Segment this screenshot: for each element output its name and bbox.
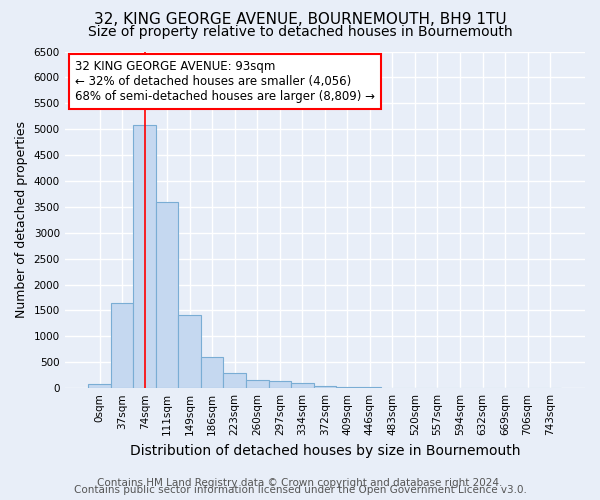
Y-axis label: Number of detached properties: Number of detached properties xyxy=(15,122,28,318)
Bar xyxy=(88,384,111,388)
Text: 32, KING GEORGE AVENUE, BOURNEMOUTH, BH9 1TU: 32, KING GEORGE AVENUE, BOURNEMOUTH, BH9… xyxy=(94,12,506,28)
Bar xyxy=(314,386,336,388)
Text: Contains public sector information licensed under the Open Government Licence v3: Contains public sector information licen… xyxy=(74,485,526,495)
Bar xyxy=(269,380,291,388)
Text: Size of property relative to detached houses in Bournemouth: Size of property relative to detached ho… xyxy=(88,25,512,39)
Bar xyxy=(178,314,201,388)
Bar xyxy=(156,202,178,388)
Text: 32 KING GEORGE AVENUE: 93sqm
← 32% of detached houses are smaller (4,056)
68% of: 32 KING GEORGE AVENUE: 93sqm ← 32% of de… xyxy=(75,60,375,103)
Text: Contains HM Land Registry data © Crown copyright and database right 2024.: Contains HM Land Registry data © Crown c… xyxy=(97,478,503,488)
Bar xyxy=(201,356,223,388)
Bar xyxy=(291,384,314,388)
Bar xyxy=(111,302,133,388)
Bar xyxy=(336,386,359,388)
Bar xyxy=(133,126,156,388)
X-axis label: Distribution of detached houses by size in Bournemouth: Distribution of detached houses by size … xyxy=(130,444,520,458)
Bar xyxy=(246,380,269,388)
Bar xyxy=(223,372,246,388)
Bar xyxy=(359,386,381,388)
